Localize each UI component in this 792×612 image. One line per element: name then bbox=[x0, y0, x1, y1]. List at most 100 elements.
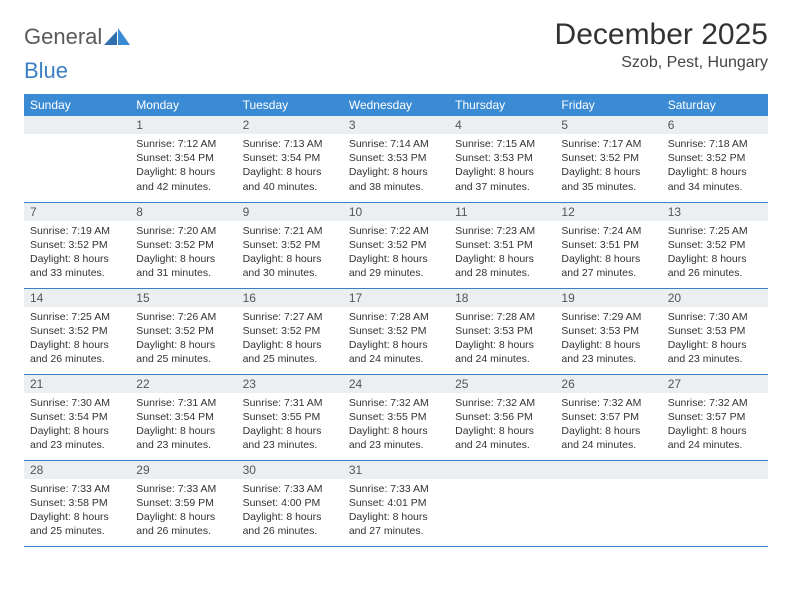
sunset-text: Sunset: 3:54 PM bbox=[136, 151, 230, 165]
sunrise-text: Sunrise: 7:31 AM bbox=[136, 396, 230, 410]
day-number: 10 bbox=[343, 203, 449, 221]
day-number: 7 bbox=[24, 203, 130, 221]
day-body: Sunrise: 7:26 AMSunset: 3:52 PMDaylight:… bbox=[130, 307, 236, 371]
day-number: 5 bbox=[555, 116, 661, 134]
sunrise-text: Sunrise: 7:30 AM bbox=[30, 396, 124, 410]
daylight-text: Daylight: 8 hours and 24 minutes. bbox=[455, 424, 549, 452]
day-number: 21 bbox=[24, 375, 130, 393]
day-body bbox=[662, 479, 768, 486]
calendar-week-row: 21Sunrise: 7:30 AMSunset: 3:54 PMDayligh… bbox=[24, 374, 768, 460]
sunrise-text: Sunrise: 7:32 AM bbox=[668, 396, 762, 410]
day-body: Sunrise: 7:30 AMSunset: 3:54 PMDaylight:… bbox=[24, 393, 130, 457]
daylight-text: Daylight: 8 hours and 29 minutes. bbox=[349, 252, 443, 280]
sunset-text: Sunset: 3:52 PM bbox=[30, 324, 124, 338]
sunset-text: Sunset: 3:57 PM bbox=[561, 410, 655, 424]
weekday-header: Monday bbox=[130, 94, 236, 116]
calendar-day-cell: 17Sunrise: 7:28 AMSunset: 3:52 PMDayligh… bbox=[343, 288, 449, 374]
day-number: 2 bbox=[237, 116, 343, 134]
daylight-text: Daylight: 8 hours and 31 minutes. bbox=[136, 252, 230, 280]
day-number bbox=[555, 461, 661, 479]
calendar-day-cell: 25Sunrise: 7:32 AMSunset: 3:56 PMDayligh… bbox=[449, 374, 555, 460]
sunrise-text: Sunrise: 7:30 AM bbox=[668, 310, 762, 324]
daylight-text: Daylight: 8 hours and 37 minutes. bbox=[455, 165, 549, 193]
calendar-day-cell: 2Sunrise: 7:13 AMSunset: 3:54 PMDaylight… bbox=[237, 116, 343, 202]
sunrise-text: Sunrise: 7:24 AM bbox=[561, 224, 655, 238]
logo-text-a: General bbox=[24, 24, 102, 50]
day-number: 25 bbox=[449, 375, 555, 393]
day-number: 22 bbox=[130, 375, 236, 393]
day-number: 13 bbox=[662, 203, 768, 221]
daylight-text: Daylight: 8 hours and 23 minutes. bbox=[349, 424, 443, 452]
daylight-text: Daylight: 8 hours and 23 minutes. bbox=[561, 338, 655, 366]
calendar-day-cell: 19Sunrise: 7:29 AMSunset: 3:53 PMDayligh… bbox=[555, 288, 661, 374]
day-number: 31 bbox=[343, 461, 449, 479]
day-body: Sunrise: 7:20 AMSunset: 3:52 PMDaylight:… bbox=[130, 221, 236, 285]
day-body: Sunrise: 7:25 AMSunset: 3:52 PMDaylight:… bbox=[24, 307, 130, 371]
calendar-day-cell bbox=[449, 460, 555, 546]
sunset-text: Sunset: 3:53 PM bbox=[455, 151, 549, 165]
calendar-day-cell bbox=[24, 116, 130, 202]
calendar-day-cell: 5Sunrise: 7:17 AMSunset: 3:52 PMDaylight… bbox=[555, 116, 661, 202]
calendar-day-cell bbox=[662, 460, 768, 546]
daylight-text: Daylight: 8 hours and 24 minutes. bbox=[561, 424, 655, 452]
day-body: Sunrise: 7:21 AMSunset: 3:52 PMDaylight:… bbox=[237, 221, 343, 285]
sunrise-text: Sunrise: 7:26 AM bbox=[136, 310, 230, 324]
calendar-table: Sunday Monday Tuesday Wednesday Thursday… bbox=[24, 94, 768, 547]
weekday-header: Friday bbox=[555, 94, 661, 116]
day-body: Sunrise: 7:28 AMSunset: 3:52 PMDaylight:… bbox=[343, 307, 449, 371]
sunrise-text: Sunrise: 7:33 AM bbox=[349, 482, 443, 496]
day-number: 27 bbox=[662, 375, 768, 393]
calendar-day-cell: 22Sunrise: 7:31 AMSunset: 3:54 PMDayligh… bbox=[130, 374, 236, 460]
sunrise-text: Sunrise: 7:33 AM bbox=[30, 482, 124, 496]
calendar-week-row: 28Sunrise: 7:33 AMSunset: 3:58 PMDayligh… bbox=[24, 460, 768, 546]
daylight-text: Daylight: 8 hours and 27 minutes. bbox=[349, 510, 443, 538]
calendar-day-cell: 14Sunrise: 7:25 AMSunset: 3:52 PMDayligh… bbox=[24, 288, 130, 374]
daylight-text: Daylight: 8 hours and 24 minutes. bbox=[455, 338, 549, 366]
sunrise-text: Sunrise: 7:31 AM bbox=[243, 396, 337, 410]
daylight-text: Daylight: 8 hours and 23 minutes. bbox=[30, 424, 124, 452]
daylight-text: Daylight: 8 hours and 42 minutes. bbox=[136, 165, 230, 193]
daylight-text: Daylight: 8 hours and 25 minutes. bbox=[243, 338, 337, 366]
sunrise-text: Sunrise: 7:21 AM bbox=[243, 224, 337, 238]
weekday-header: Sunday bbox=[24, 94, 130, 116]
daylight-text: Daylight: 8 hours and 33 minutes. bbox=[30, 252, 124, 280]
calendar-day-cell: 10Sunrise: 7:22 AMSunset: 3:52 PMDayligh… bbox=[343, 202, 449, 288]
sunrise-text: Sunrise: 7:25 AM bbox=[668, 224, 762, 238]
calendar-day-cell: 4Sunrise: 7:15 AMSunset: 3:53 PMDaylight… bbox=[449, 116, 555, 202]
weekday-header-row: Sunday Monday Tuesday Wednesday Thursday… bbox=[24, 94, 768, 116]
day-body: Sunrise: 7:28 AMSunset: 3:53 PMDaylight:… bbox=[449, 307, 555, 371]
day-number bbox=[24, 116, 130, 134]
day-body: Sunrise: 7:33 AMSunset: 4:01 PMDaylight:… bbox=[343, 479, 449, 543]
calendar-day-cell: 3Sunrise: 7:14 AMSunset: 3:53 PMDaylight… bbox=[343, 116, 449, 202]
sunset-text: Sunset: 3:51 PM bbox=[561, 238, 655, 252]
day-body: Sunrise: 7:13 AMSunset: 3:54 PMDaylight:… bbox=[237, 134, 343, 198]
calendar-day-cell: 18Sunrise: 7:28 AMSunset: 3:53 PMDayligh… bbox=[449, 288, 555, 374]
day-number: 28 bbox=[24, 461, 130, 479]
calendar-day-cell: 21Sunrise: 7:30 AMSunset: 3:54 PMDayligh… bbox=[24, 374, 130, 460]
day-body: Sunrise: 7:15 AMSunset: 3:53 PMDaylight:… bbox=[449, 134, 555, 198]
sunset-text: Sunset: 3:55 PM bbox=[349, 410, 443, 424]
day-number: 1 bbox=[130, 116, 236, 134]
sunrise-text: Sunrise: 7:12 AM bbox=[136, 137, 230, 151]
daylight-text: Daylight: 8 hours and 23 minutes. bbox=[136, 424, 230, 452]
daylight-text: Daylight: 8 hours and 23 minutes. bbox=[668, 338, 762, 366]
day-number: 24 bbox=[343, 375, 449, 393]
day-number: 17 bbox=[343, 289, 449, 307]
sunrise-text: Sunrise: 7:18 AM bbox=[668, 137, 762, 151]
calendar-week-row: 1Sunrise: 7:12 AMSunset: 3:54 PMDaylight… bbox=[24, 116, 768, 202]
calendar-day-cell: 12Sunrise: 7:24 AMSunset: 3:51 PMDayligh… bbox=[555, 202, 661, 288]
logo-sail-icon bbox=[104, 28, 130, 46]
sunrise-text: Sunrise: 7:13 AM bbox=[243, 137, 337, 151]
day-number: 29 bbox=[130, 461, 236, 479]
calendar-day-cell: 28Sunrise: 7:33 AMSunset: 3:58 PMDayligh… bbox=[24, 460, 130, 546]
day-number: 4 bbox=[449, 116, 555, 134]
day-number: 20 bbox=[662, 289, 768, 307]
day-number: 23 bbox=[237, 375, 343, 393]
sunset-text: Sunset: 4:01 PM bbox=[349, 496, 443, 510]
daylight-text: Daylight: 8 hours and 28 minutes. bbox=[455, 252, 549, 280]
weekday-header: Wednesday bbox=[343, 94, 449, 116]
day-number bbox=[449, 461, 555, 479]
sunset-text: Sunset: 3:52 PM bbox=[243, 324, 337, 338]
day-body: Sunrise: 7:19 AMSunset: 3:52 PMDaylight:… bbox=[24, 221, 130, 285]
sunrise-text: Sunrise: 7:19 AM bbox=[30, 224, 124, 238]
